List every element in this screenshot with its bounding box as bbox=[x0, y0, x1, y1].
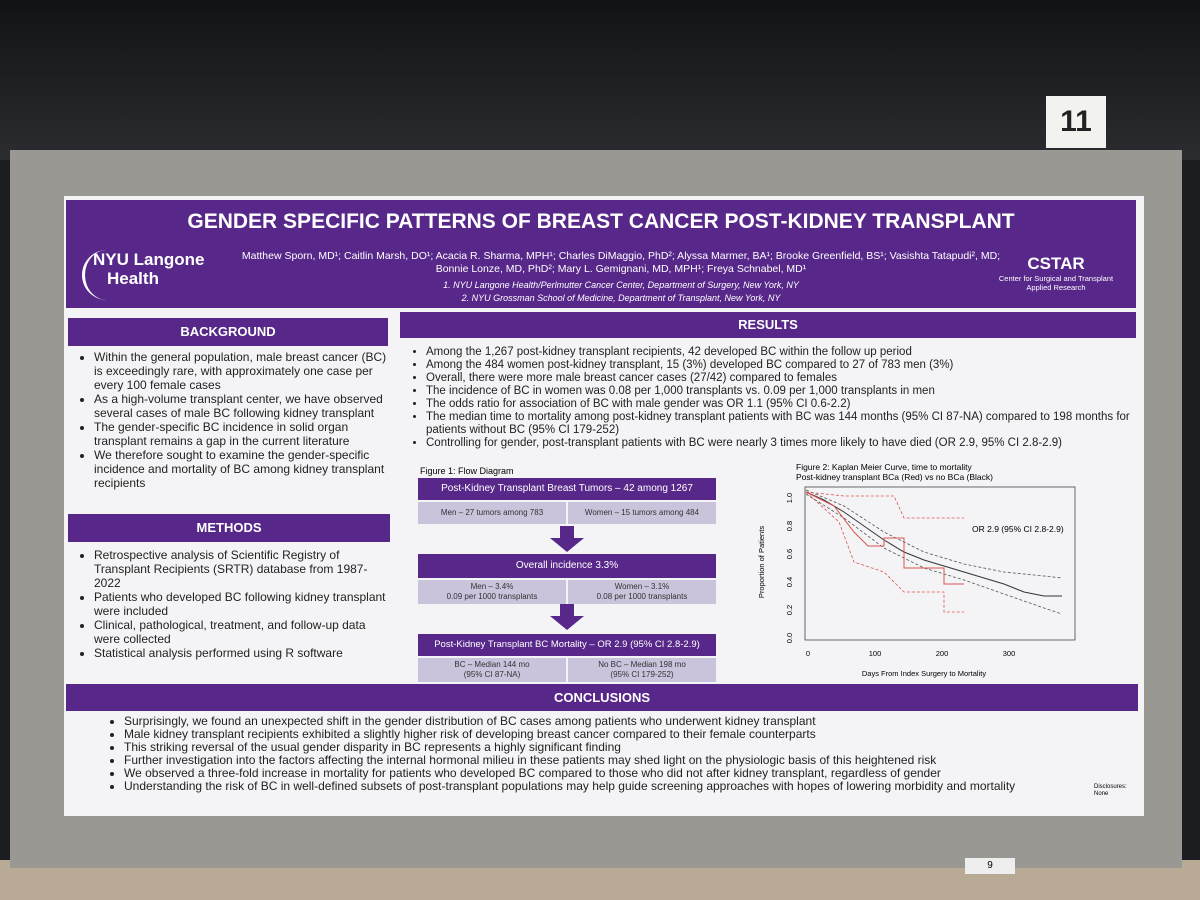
logo-line: Health bbox=[107, 269, 159, 288]
bullet: Male kidney transplant recipients exhibi… bbox=[124, 728, 1058, 741]
cstar-logo: CSTAR Center for Surgical and Transplant… bbox=[996, 254, 1116, 292]
figure-caption: Figure 1: Flow Diagram bbox=[420, 466, 514, 476]
stand-number: 9 bbox=[965, 858, 1015, 874]
bullet: We therefore sought to examine the gende… bbox=[94, 448, 394, 490]
disclosure-line: None bbox=[1094, 791, 1109, 797]
flow-text: (95% CI 179-252) bbox=[610, 670, 674, 679]
x-tick-label: 300 bbox=[1003, 649, 1016, 658]
plot-frame bbox=[804, 486, 1076, 641]
methods-list: Retrospective analysis of Scientific Reg… bbox=[68, 548, 394, 660]
flow-text: BC – Median 144 mo bbox=[454, 660, 530, 669]
km-curve-red bbox=[805, 491, 964, 585]
section-heading: BACKGROUND bbox=[68, 318, 388, 346]
bullet: Overall, there were more male breast can… bbox=[426, 372, 1140, 385]
y-tick-label: 1.0 bbox=[785, 493, 794, 503]
bullet: Statistical analysis performed using R s… bbox=[94, 646, 394, 660]
bullet: The incidence of BC in women was 0.08 pe… bbox=[426, 385, 1140, 398]
km-ci-black bbox=[805, 489, 1063, 579]
flow-text: 0.09 per 1000 transplants bbox=[446, 592, 538, 601]
flow-box: Post-Kidney Transplant BC Mortality – OR… bbox=[418, 634, 716, 656]
cstar-subtitle: Center for Surgical and Transplant bbox=[998, 274, 1114, 283]
cstar-subtitle: Applied Research bbox=[1026, 283, 1086, 292]
bullet: This striking reversal of the usual gend… bbox=[124, 741, 1058, 754]
authors: Matthew Sporn, MD¹; Caitlin Marsh, DO¹; … bbox=[226, 250, 1016, 305]
km-curve-black bbox=[805, 491, 1062, 597]
arrow bbox=[550, 538, 584, 552]
y-tick-label: 0.8 bbox=[785, 521, 794, 531]
bullet: Further investigation into the factors a… bbox=[124, 754, 1058, 767]
flow-box: Overall incidence 3.3% bbox=[418, 554, 716, 578]
bullet: The median time to mortality among post-… bbox=[426, 411, 1140, 437]
header: GENDER SPECIFIC PATTERNS OF BREAST CANCE… bbox=[66, 200, 1136, 308]
author-line: Matthew Sporn, MD¹; Caitlin Marsh, DO¹; … bbox=[241, 250, 1001, 262]
flow-text: Men – 3.4% bbox=[470, 582, 514, 591]
km-ci-red bbox=[805, 491, 964, 519]
section-heading: CONCLUSIONS bbox=[66, 684, 1138, 711]
cstar-name: CSTAR bbox=[1027, 254, 1085, 273]
results-list: Among the 1,267 post-kidney transplant r… bbox=[400, 346, 1140, 450]
bullet: Among the 484 women post-kidney transpla… bbox=[426, 359, 1140, 372]
background-list: Within the general population, male brea… bbox=[68, 350, 394, 490]
figure-caption: Post-kidney transplant BCa (Red) vs no B… bbox=[796, 472, 993, 482]
conclusions-list: Surprisingly, we found an unexpected shi… bbox=[98, 715, 1058, 793]
flow-subbox: No BC – Median 198 mo (95% CI 179-252) bbox=[568, 658, 716, 682]
flow-subbox: BC – Median 144 mo (95% CI 87-NA) bbox=[418, 658, 566, 682]
ceiling bbox=[0, 0, 1200, 160]
x-axis-label: Days From Index Surgery to Mortality bbox=[862, 669, 986, 678]
x-tick-label: 0 bbox=[806, 649, 810, 658]
y-tick-label: 0.0 bbox=[785, 633, 794, 643]
bullet: Controlling for gender, post-transplant … bbox=[426, 437, 1140, 450]
disclosure-line: Disclosures: bbox=[1094, 784, 1127, 790]
flow-text: Women – 3.1% bbox=[614, 582, 670, 591]
flow-subbox: Women – 15 tumors among 484 bbox=[568, 502, 716, 524]
bullet: As a high-volume transplant center, we h… bbox=[94, 392, 394, 420]
bullet: The odds ratio for association of BC wit… bbox=[426, 398, 1140, 411]
bullet: Patients who developed BC following kidn… bbox=[94, 590, 394, 618]
bullet: Surprisingly, we found an unexpected shi… bbox=[124, 715, 1058, 728]
affiliation: 2. NYU Grossman School of Medicine, Depa… bbox=[461, 293, 781, 303]
section-heading: RESULTS bbox=[400, 312, 1136, 338]
flow-text: No BC – Median 198 mo bbox=[598, 660, 686, 669]
nyu-logo: NYU Langone Health bbox=[82, 250, 212, 300]
bullet: Retrospective analysis of Scientific Reg… bbox=[94, 548, 394, 590]
x-tick-label: 100 bbox=[869, 649, 882, 658]
arrow bbox=[550, 616, 584, 630]
flow-text: 0.08 per 1000 transplants bbox=[596, 592, 688, 601]
flow-subbox: Women – 3.1% 0.08 per 1000 transplants bbox=[568, 580, 716, 604]
arrow-shaft bbox=[560, 604, 574, 616]
annotation: OR 2.9 (95% CI 2.8-2.9) bbox=[972, 524, 1064, 534]
affiliation: 1. NYU Langone Health/Perlmutter Cancer … bbox=[443, 280, 799, 290]
km-ci-red bbox=[805, 491, 964, 613]
poster: GENDER SPECIFIC PATTERNS OF BREAST CANCE… bbox=[64, 196, 1144, 816]
km-figure: Figure 2: Kaplan Meier Curve, time to mo… bbox=[757, 462, 1076, 678]
bullet: We observed a three-fold increase in mor… bbox=[124, 767, 1058, 780]
bullet: Within the general population, male brea… bbox=[94, 350, 394, 392]
booth-number: 11 bbox=[1046, 96, 1106, 148]
flow-box: Post-Kidney Transplant Breast Tumors – 4… bbox=[418, 478, 716, 500]
figure-caption: Figure 2: Kaplan Meier Curve, time to mo… bbox=[796, 462, 972, 472]
y-axis-label: Proportion of Patients bbox=[757, 526, 766, 598]
y-tick-label: 0.4 bbox=[785, 577, 794, 587]
flow-subbox: Men – 27 tumors among 783 bbox=[418, 502, 566, 524]
title: GENDER SPECIFIC PATTERNS OF BREAST CANCE… bbox=[187, 210, 1015, 233]
flow-subbox: Men – 3.4% 0.09 per 1000 transplants bbox=[418, 580, 566, 604]
bullet: The gender-specific BC incidence in soli… bbox=[94, 420, 394, 448]
bullet: Understanding the risk of BC in well-def… bbox=[124, 780, 1058, 793]
logo-line: NYU Langone bbox=[93, 250, 205, 269]
bullet: Among the 1,267 post-kidney transplant r… bbox=[426, 346, 1140, 359]
arrow-shaft bbox=[560, 526, 574, 538]
y-tick-label: 0.6 bbox=[785, 549, 794, 559]
y-tick-label: 0.2 bbox=[785, 605, 794, 615]
author-line: Bonnie Lonze, MD, PhD²; Mary L. Gemignan… bbox=[435, 263, 807, 275]
flow-text: (95% CI 87-NA) bbox=[463, 670, 521, 679]
x-tick-label: 200 bbox=[936, 649, 949, 658]
disclosures: Disclosures: None bbox=[1094, 784, 1127, 798]
bullet: Clinical, pathological, treatment, and f… bbox=[94, 618, 394, 646]
section-heading: METHODS bbox=[68, 514, 390, 542]
